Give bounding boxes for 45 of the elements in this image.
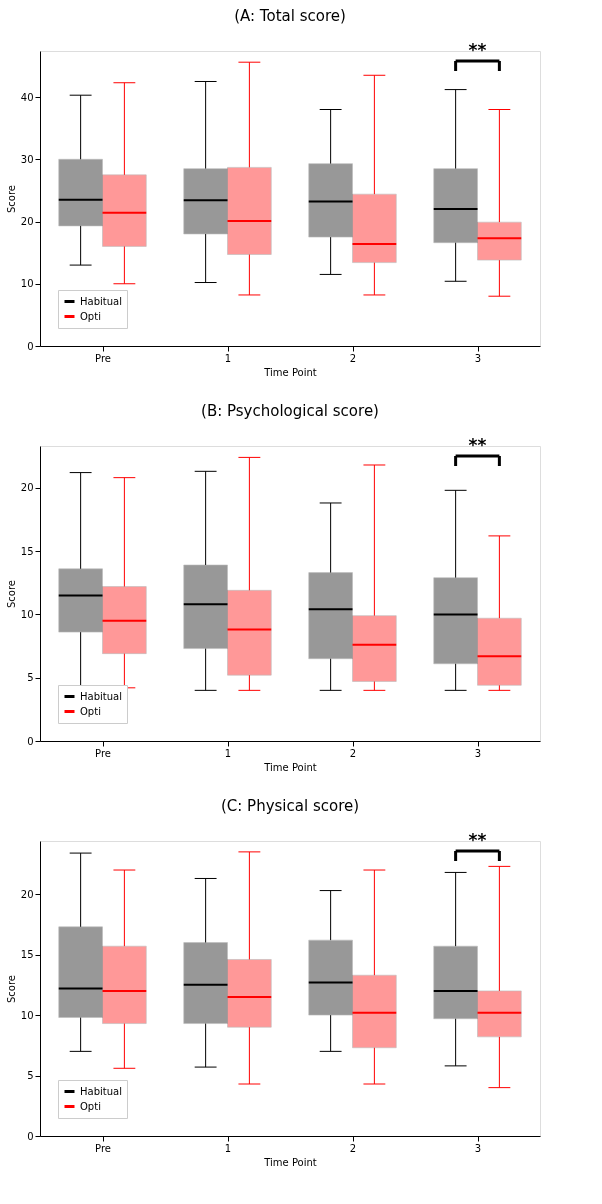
y-axis-title: Score	[5, 184, 17, 214]
y-tick-label: 10	[20, 278, 34, 290]
y-tick-label: 20	[20, 888, 34, 900]
legend-label: Habitual	[80, 295, 122, 307]
y-tick-label: 5	[27, 672, 34, 684]
y-tick-label: 0	[27, 1130, 34, 1142]
x-tick-label: 3	[474, 1142, 482, 1154]
annotation: **	[468, 40, 487, 60]
x-tick-label: 2	[349, 352, 357, 364]
y-tick-label: 15	[20, 949, 34, 961]
y-tick-label: 40	[20, 91, 34, 103]
legend-label: Opti	[80, 705, 101, 717]
x-axis-title: Time Point	[263, 761, 317, 773]
y-axis-title: Score	[5, 974, 17, 1004]
x-tick-label: 3	[474, 747, 482, 759]
x-axis-title: Time Point	[263, 366, 317, 378]
chart-title: (B: Psychological score)	[201, 402, 379, 420]
legend-label: Habitual	[80, 1085, 122, 1097]
y-tick-label: 0	[27, 340, 34, 352]
x-tick-label: 1	[224, 352, 232, 364]
chart-title: (A: Total score)	[234, 7, 346, 25]
x-tick-label: 1	[224, 1142, 232, 1154]
y-tick-label: 20	[20, 216, 34, 228]
legend-label: Habitual	[80, 690, 122, 702]
legend-label: Opti	[80, 310, 101, 322]
y-tick-label: 5	[27, 1070, 34, 1082]
x-tick-label: Pre	[95, 747, 111, 759]
y-tick-label: 10	[20, 1009, 34, 1021]
annotation: **	[468, 830, 487, 850]
x-tick-label: 1	[224, 747, 232, 759]
x-tick-label: 2	[349, 747, 357, 759]
legend-label: Opti	[80, 1100, 101, 1112]
y-tick-label: 20	[20, 482, 34, 494]
y-tick-label: 0	[27, 735, 34, 747]
x-tick-label: 3	[474, 352, 482, 364]
x-tick-label: 2	[349, 1142, 357, 1154]
x-tick-label: Pre	[95, 352, 111, 364]
y-tick-label: 15	[20, 545, 34, 557]
chart-title: (C: Physical score)	[220, 797, 360, 815]
y-tick-label: 30	[20, 153, 34, 165]
x-axis-title: Time Point	[263, 1156, 317, 1168]
y-axis-title: Score	[5, 579, 17, 609]
annotation: **	[468, 435, 487, 455]
y-tick-label: 10	[20, 608, 34, 620]
x-tick-label: Pre	[95, 1142, 111, 1154]
